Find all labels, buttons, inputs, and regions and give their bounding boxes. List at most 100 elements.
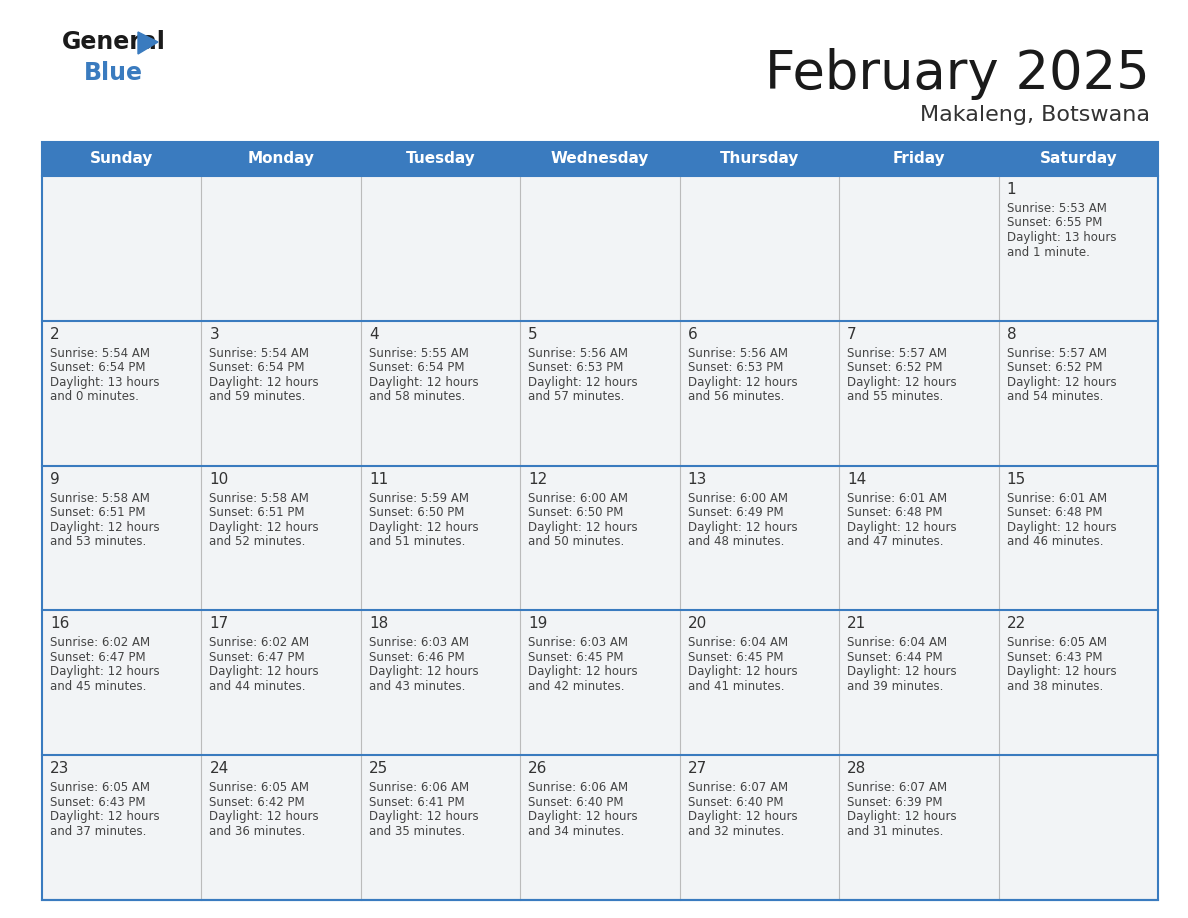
Text: Blue: Blue (84, 61, 143, 85)
Bar (839, 756, 999, 900)
Bar (202, 610, 361, 756)
Text: Sunset: 6:43 PM: Sunset: 6:43 PM (1006, 651, 1102, 664)
Text: and 52 minutes.: and 52 minutes. (209, 535, 305, 548)
Bar (680, 142, 839, 176)
Text: and 47 minutes.: and 47 minutes. (847, 535, 943, 548)
Text: Daylight: 12 hours: Daylight: 12 hours (368, 811, 479, 823)
Bar (520, 610, 680, 756)
Text: Sunrise: 6:06 AM: Sunrise: 6:06 AM (368, 781, 469, 794)
Text: Sunrise: 6:03 AM: Sunrise: 6:03 AM (368, 636, 469, 649)
Text: Sunset: 6:39 PM: Sunset: 6:39 PM (847, 796, 942, 809)
Text: Monday: Monday (247, 151, 315, 166)
Text: Wednesday: Wednesday (551, 151, 649, 166)
Bar (999, 610, 1158, 756)
Bar (520, 320, 680, 465)
Text: Sunrise: 6:07 AM: Sunrise: 6:07 AM (847, 781, 947, 794)
Text: Daylight: 12 hours: Daylight: 12 hours (209, 375, 320, 389)
Text: and 45 minutes.: and 45 minutes. (50, 680, 146, 693)
Bar (361, 465, 520, 610)
Text: Sunrise: 6:05 AM: Sunrise: 6:05 AM (50, 781, 150, 794)
Text: Daylight: 12 hours: Daylight: 12 hours (529, 521, 638, 533)
Bar (361, 610, 520, 756)
Text: and 56 minutes.: and 56 minutes. (688, 390, 784, 403)
Text: and 32 minutes.: and 32 minutes. (688, 824, 784, 838)
Text: Daylight: 12 hours: Daylight: 12 hours (529, 666, 638, 678)
Text: Sunset: 6:47 PM: Sunset: 6:47 PM (209, 651, 305, 664)
Text: Sunset: 6:48 PM: Sunset: 6:48 PM (847, 506, 942, 519)
Text: Daylight: 12 hours: Daylight: 12 hours (50, 666, 159, 678)
Bar (202, 320, 361, 465)
Bar (520, 142, 680, 176)
Text: Daylight: 12 hours: Daylight: 12 hours (529, 811, 638, 823)
Text: and 44 minutes.: and 44 minutes. (209, 680, 307, 693)
Text: 18: 18 (368, 616, 388, 632)
Text: February 2025: February 2025 (765, 48, 1150, 100)
Text: 6: 6 (688, 327, 697, 341)
Text: 16: 16 (50, 616, 69, 632)
Text: Sunrise: 6:03 AM: Sunrise: 6:03 AM (529, 636, 628, 649)
Bar (680, 465, 839, 610)
Bar (202, 176, 361, 320)
Text: 22: 22 (1006, 616, 1025, 632)
Text: Sunday: Sunday (90, 151, 153, 166)
Text: Sunrise: 5:57 AM: Sunrise: 5:57 AM (1006, 347, 1106, 360)
Polygon shape (138, 32, 158, 54)
Text: Thursday: Thursday (720, 151, 800, 166)
Text: Friday: Friday (892, 151, 946, 166)
Bar (42, 142, 1158, 900)
Text: and 51 minutes.: and 51 minutes. (368, 535, 466, 548)
Text: Sunrise: 6:02 AM: Sunrise: 6:02 AM (209, 636, 310, 649)
Text: Sunrise: 6:00 AM: Sunrise: 6:00 AM (688, 492, 788, 505)
Text: Makaleng, Botswana: Makaleng, Botswana (920, 105, 1150, 125)
Text: and 54 minutes.: and 54 minutes. (1006, 390, 1102, 403)
Text: 9: 9 (50, 472, 59, 487)
Text: and 59 minutes.: and 59 minutes. (209, 390, 305, 403)
Text: Daylight: 12 hours: Daylight: 12 hours (847, 521, 956, 533)
Text: Sunrise: 6:01 AM: Sunrise: 6:01 AM (1006, 492, 1107, 505)
Bar (42, 176, 202, 320)
Text: 10: 10 (209, 472, 228, 487)
Text: and 39 minutes.: and 39 minutes. (847, 680, 943, 693)
Bar (42, 756, 202, 900)
Text: Sunrise: 6:01 AM: Sunrise: 6:01 AM (847, 492, 947, 505)
Bar (361, 142, 520, 176)
Text: Sunset: 6:55 PM: Sunset: 6:55 PM (1006, 217, 1102, 230)
Text: and 55 minutes.: and 55 minutes. (847, 390, 943, 403)
Text: Sunrise: 6:07 AM: Sunrise: 6:07 AM (688, 781, 788, 794)
Text: Sunset: 6:46 PM: Sunset: 6:46 PM (368, 651, 465, 664)
Text: Sunset: 6:53 PM: Sunset: 6:53 PM (529, 362, 624, 375)
Bar (839, 465, 999, 610)
Text: 27: 27 (688, 761, 707, 777)
Text: 25: 25 (368, 761, 388, 777)
Text: Sunset: 6:47 PM: Sunset: 6:47 PM (50, 651, 146, 664)
Text: Sunset: 6:40 PM: Sunset: 6:40 PM (688, 796, 783, 809)
Text: Daylight: 12 hours: Daylight: 12 hours (847, 811, 956, 823)
Text: and 48 minutes.: and 48 minutes. (688, 535, 784, 548)
Text: Daylight: 12 hours: Daylight: 12 hours (688, 811, 797, 823)
Text: Sunrise: 5:57 AM: Sunrise: 5:57 AM (847, 347, 947, 360)
Text: 23: 23 (50, 761, 69, 777)
Text: Sunset: 6:50 PM: Sunset: 6:50 PM (368, 506, 465, 519)
Text: Daylight: 12 hours: Daylight: 12 hours (847, 666, 956, 678)
Bar (839, 142, 999, 176)
Text: Tuesday: Tuesday (405, 151, 475, 166)
Text: and 0 minutes.: and 0 minutes. (50, 390, 139, 403)
Text: and 1 minute.: and 1 minute. (1006, 245, 1089, 259)
Text: 3: 3 (209, 327, 219, 341)
Text: Daylight: 12 hours: Daylight: 12 hours (368, 666, 479, 678)
Text: Sunrise: 6:02 AM: Sunrise: 6:02 AM (50, 636, 150, 649)
Text: Sunrise: 5:59 AM: Sunrise: 5:59 AM (368, 492, 469, 505)
Text: Sunset: 6:48 PM: Sunset: 6:48 PM (1006, 506, 1102, 519)
Text: and 41 minutes.: and 41 minutes. (688, 680, 784, 693)
Bar (202, 756, 361, 900)
Text: Saturday: Saturday (1040, 151, 1117, 166)
Text: Sunrise: 5:53 AM: Sunrise: 5:53 AM (1006, 202, 1106, 215)
Text: 12: 12 (529, 472, 548, 487)
Text: Sunset: 6:54 PM: Sunset: 6:54 PM (368, 362, 465, 375)
Bar (520, 465, 680, 610)
Bar (839, 320, 999, 465)
Bar (42, 142, 202, 176)
Text: Daylight: 12 hours: Daylight: 12 hours (368, 375, 479, 389)
Text: Sunset: 6:50 PM: Sunset: 6:50 PM (529, 506, 624, 519)
Text: Sunrise: 6:05 AM: Sunrise: 6:05 AM (209, 781, 309, 794)
